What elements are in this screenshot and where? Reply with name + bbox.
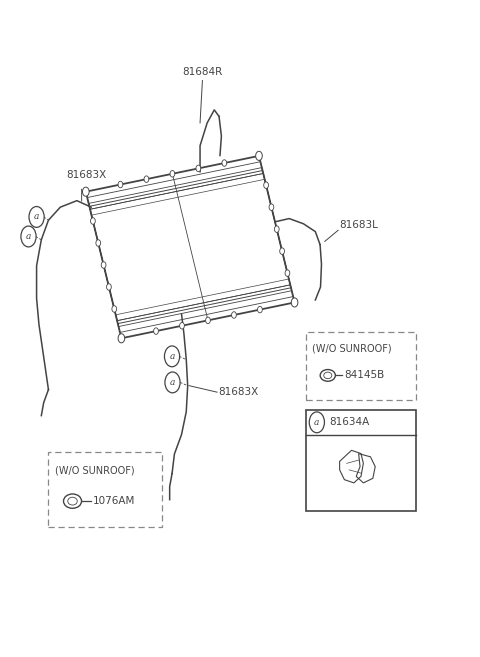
Circle shape — [258, 306, 262, 313]
Circle shape — [101, 261, 106, 268]
Circle shape — [205, 317, 210, 324]
Circle shape — [29, 206, 44, 227]
Text: (W/O SUNROOF): (W/O SUNROOF) — [312, 344, 392, 353]
Circle shape — [91, 217, 96, 224]
Circle shape — [196, 165, 201, 171]
Circle shape — [112, 306, 117, 312]
Circle shape — [291, 298, 298, 307]
Circle shape — [309, 412, 324, 433]
Text: 81683L: 81683L — [339, 220, 378, 231]
Circle shape — [280, 248, 285, 254]
Circle shape — [154, 328, 158, 334]
Text: a: a — [26, 232, 31, 241]
Circle shape — [285, 270, 290, 277]
Circle shape — [269, 204, 274, 210]
Circle shape — [165, 372, 180, 393]
Circle shape — [180, 323, 184, 329]
Circle shape — [118, 334, 125, 343]
Circle shape — [96, 240, 101, 246]
Circle shape — [170, 171, 175, 177]
Text: a: a — [34, 212, 39, 221]
Circle shape — [21, 226, 36, 247]
Circle shape — [231, 311, 236, 318]
Circle shape — [165, 346, 180, 367]
Circle shape — [256, 151, 262, 160]
Circle shape — [275, 226, 279, 233]
Circle shape — [222, 160, 227, 166]
Circle shape — [264, 182, 268, 189]
Text: 81683X: 81683X — [218, 387, 259, 397]
Text: a: a — [170, 378, 175, 387]
Circle shape — [107, 284, 111, 290]
Text: 81684R: 81684R — [182, 67, 223, 78]
Text: 1076AM: 1076AM — [93, 496, 135, 506]
Text: 81683X: 81683X — [66, 170, 107, 180]
Circle shape — [83, 187, 89, 196]
Text: a: a — [314, 418, 320, 427]
Text: a: a — [169, 352, 175, 361]
Circle shape — [118, 181, 123, 188]
Text: 84145B: 84145B — [344, 371, 384, 380]
Circle shape — [144, 176, 149, 183]
Text: 81634A: 81634A — [329, 417, 370, 427]
Text: (W/O SUNROOF): (W/O SUNROOF) — [55, 465, 134, 475]
